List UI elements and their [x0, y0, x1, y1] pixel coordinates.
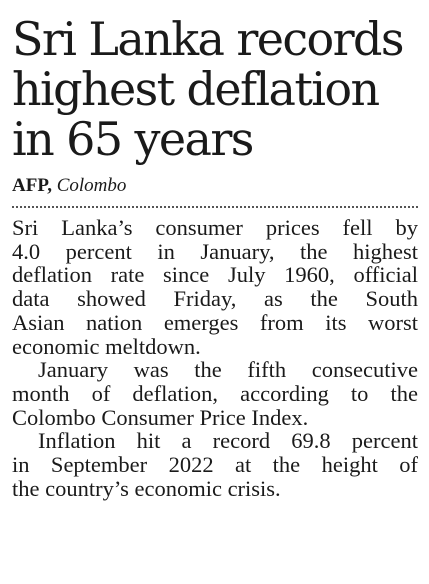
- body-line: Inflation hit a record 69.8 percent: [38, 428, 418, 454]
- body-line: Sri Lanka’s consumer prices fell by: [12, 215, 418, 240]
- byline-agency: AFP,: [12, 175, 52, 196]
- body-line: Colombo Consumer Price Index.: [12, 404, 309, 430]
- byline-place: Colombo: [56, 175, 127, 196]
- headline-line: in 65 years: [12, 112, 254, 166]
- body-line: the country’s economic crisis.: [12, 475, 281, 501]
- body-line: month of deflation, according to the: [12, 380, 418, 406]
- body-line: 4.0 percent in January, the highest: [12, 238, 418, 264]
- headline-line: highest deflation: [12, 62, 380, 116]
- body-line: January was the fifth consecutive: [38, 357, 418, 383]
- news-article: Sri Lanka records highest deflation in 6…: [12, 14, 419, 500]
- byline: AFP, Colombo: [12, 174, 419, 198]
- headline-line: Sri Lanka records: [12, 12, 404, 66]
- body-line: Asian nation emerges from its worst: [12, 309, 418, 335]
- paragraph: Sri Lanka’s consumer prices fell by 4.0 …: [12, 216, 419, 358]
- body-line: economic meltdown.: [12, 333, 201, 359]
- dotted-divider: [12, 206, 418, 208]
- body-line: in September 2022 at the height of: [12, 452, 418, 478]
- body-line: data showed Friday, as the South: [12, 286, 418, 312]
- headline: Sri Lanka records highest deflation in 6…: [12, 14, 419, 164]
- body-line: deflation rate since July 1960, official: [12, 262, 418, 288]
- paragraph: January was the fifth consecutive month …: [12, 358, 419, 429]
- article-body: Sri Lanka’s consumer prices fell by 4.0 …: [12, 216, 419, 500]
- paragraph: Inflation hit a record 69.8 percent in S…: [12, 429, 419, 500]
